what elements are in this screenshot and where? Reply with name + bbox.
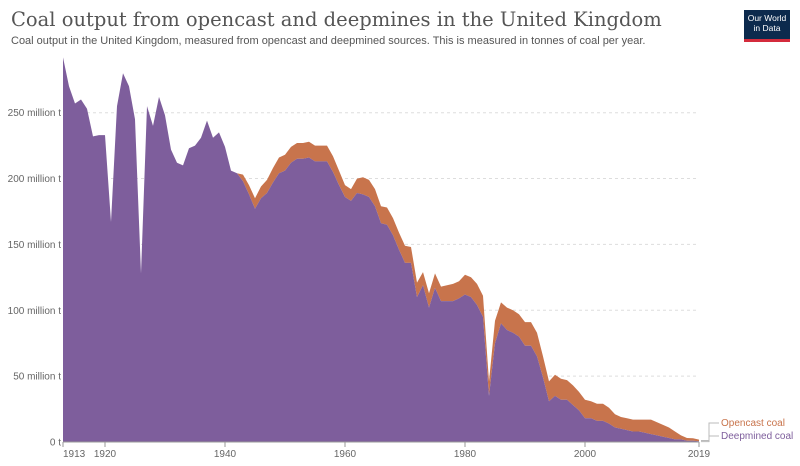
legend-label: Opencast coal: [721, 418, 785, 429]
legend-connector: [701, 422, 719, 441]
opencast-area: [63, 57, 699, 442]
plot-areas: [63, 57, 699, 443]
chart-subtitle: Coal output in the United Kingdom, measu…: [11, 35, 646, 47]
y-tick-label: 200 million t: [8, 174, 62, 185]
x-axis: 1913 1920 1940 1960 1980 2000 2019: [62, 441, 711, 460]
legend: Opencast coal Deepmined coal: [701, 418, 793, 443]
y-tick-label: 100 million t: [8, 306, 62, 317]
x-tick-label: 1980: [454, 449, 477, 460]
y-tick-label: 0 t: [50, 438, 61, 449]
x-tick-label: 1913: [63, 449, 86, 460]
owid-logo[interactable]: Our World in Data: [744, 10, 790, 42]
x-tick-label: 2000: [574, 449, 597, 460]
deepmined-area: [63, 57, 699, 443]
logo-line-1: Our World: [747, 13, 787, 23]
legend-connector: [701, 435, 719, 443]
y-tick-label: 250 million t: [8, 108, 62, 119]
x-tick-label: 1960: [334, 449, 357, 460]
x-tick-label: 2019: [688, 449, 711, 460]
x-tick-label: 1940: [214, 449, 237, 460]
legend-label: Deepmined coal: [721, 431, 793, 442]
y-axis: 0 t 50 million t 100 million t 150 million …: [8, 108, 62, 448]
y-tick-label: 150 million t: [8, 240, 62, 251]
x-tick-label: 1920: [94, 449, 117, 460]
chart-title: Coal output from opencast and deepmines …: [11, 8, 662, 31]
y-tick-label: 50 million t: [13, 372, 61, 383]
logo-line-2: in Data: [753, 23, 781, 33]
